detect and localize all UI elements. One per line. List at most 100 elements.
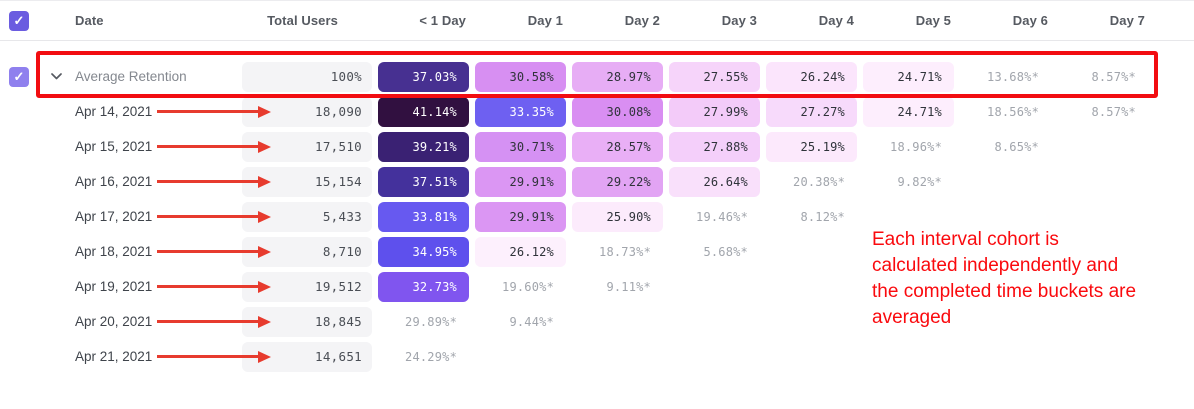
- retention-cell[interactable]: 5.68%*: [703, 244, 748, 259]
- retention-cell[interactable]: 29.89%*: [405, 314, 457, 329]
- retention-cell[interactable]: 8.57%*: [1091, 69, 1136, 84]
- arrow-shaft: [157, 180, 258, 183]
- retention-cell[interactable]: 13.68%*: [987, 69, 1039, 84]
- column-header-day: Day 7: [1109, 13, 1145, 28]
- retention-cell[interactable]: 41.14%: [378, 96, 469, 127]
- row-label: Apr 19, 2021: [75, 279, 153, 294]
- retention-cell[interactable]: 28.57%: [572, 131, 663, 162]
- table-row[interactable]: ✓ Apr 21, 2021 14,651 24.29%*: [0, 339, 1194, 374]
- table-row[interactable]: ✓ Average Retention 100% 37.03% 30.58% 28.…: [0, 59, 1194, 94]
- red-arrow-annotation: [157, 199, 271, 234]
- retention-cell[interactable]: 25.19%: [766, 131, 857, 162]
- arrow-shaft: [157, 320, 258, 323]
- retention-cell[interactable]: 28.97%: [572, 61, 663, 92]
- arrow-head-icon: [258, 315, 271, 328]
- select-all-checkbox[interactable]: ✓: [9, 10, 29, 31]
- table-row[interactable]: ✓ Apr 16, 2021 15,154 37.51%29.91%29.22%…: [0, 164, 1194, 199]
- table-header: ✓ Date Total Users < 1 Day Day 1 Day 2 Day …: [0, 0, 1194, 41]
- retention-cell[interactable]: 39.21%: [378, 131, 469, 162]
- retention-cell[interactable]: 8.65%*: [994, 139, 1039, 154]
- column-header-day: Day 5: [915, 13, 951, 28]
- retention-cell[interactable]: 33.35%: [475, 96, 566, 127]
- retention-cell[interactable]: 26.12%: [475, 236, 566, 267]
- retention-cell[interactable]: 18.73%*: [599, 244, 651, 259]
- column-header-total-users: Total Users: [267, 13, 338, 28]
- table-row[interactable]: ✓ Apr 18, 2021 8,710 34.95%26.12%18.73%*…: [0, 234, 1194, 269]
- retention-cell[interactable]: 27.99%: [669, 96, 760, 127]
- arrow-shaft: [157, 145, 258, 148]
- annotation-line: Each interval cohort is: [872, 229, 1059, 250]
- retention-cell[interactable]: 26.24%: [766, 61, 857, 92]
- arrow-head-icon: [258, 140, 271, 153]
- column-header-day: Day 1: [527, 13, 563, 28]
- row-cells: 24.29%*: [378, 342, 1154, 372]
- retention-cell[interactable]: 19.60%*: [502, 279, 554, 294]
- retention-cell[interactable]: 24.71%: [863, 96, 954, 127]
- retention-cell[interactable]: 9.44%*: [509, 314, 554, 329]
- row-cells: 37.03% 30.58% 28.97% 27.55% 26.24% 24.71% 13.6…: [378, 61, 1154, 92]
- retention-cell[interactable]: 29.22%: [572, 166, 663, 197]
- retention-cell[interactable]: 27.27%: [766, 96, 857, 127]
- column-header-day: Day 3: [721, 13, 757, 28]
- row-checkbox[interactable]: ✓: [9, 66, 29, 87]
- retention-cell[interactable]: 25.90%: [572, 201, 663, 232]
- retention-cell[interactable]: 29.91%: [475, 166, 566, 197]
- retention-cell[interactable]: 29.91%: [475, 201, 566, 232]
- retention-cell[interactable]: 33.81%: [378, 201, 469, 232]
- table-row[interactable]: ✓ Apr 17, 2021 5,433 33.81%29.91%25.90%1…: [0, 199, 1194, 234]
- retention-cell[interactable]: 24.29%*: [405, 349, 457, 364]
- column-header-day: Day 4: [818, 13, 854, 28]
- retention-cell[interactable]: 27.88%: [669, 131, 760, 162]
- retention-cell[interactable]: 8.12%*: [800, 209, 845, 224]
- arrow-head-icon: [258, 350, 271, 363]
- table-row[interactable]: ✓ Apr 20, 2021 18,845 29.89%*9.44%*: [0, 304, 1194, 339]
- red-arrow-annotation: [157, 129, 271, 164]
- row-label: Apr 20, 2021: [75, 314, 153, 329]
- retention-cell[interactable]: 9.82%*: [897, 174, 942, 189]
- row-cells: 34.95% 26.12% 18.73%* 5.68%*: [378, 236, 1154, 267]
- retention-cell[interactable]: 18.56%*: [987, 104, 1039, 119]
- red-arrow-annotation: [157, 94, 271, 129]
- red-arrow-annotation: [157, 269, 271, 304]
- checkmark-icon: ✓: [13, 13, 25, 28]
- retention-cell[interactable]: 30.71%: [475, 131, 566, 162]
- red-arrow-annotation: [157, 164, 271, 199]
- retention-cell[interactable]: 37.51%: [378, 166, 469, 197]
- retention-cell[interactable]: 27.55%: [669, 61, 760, 92]
- arrow-shaft: [157, 215, 258, 218]
- retention-cell[interactable]: 20.38%*: [793, 174, 845, 189]
- arrow-shaft: [157, 250, 258, 253]
- retention-cell[interactable]: 34.95%: [378, 236, 469, 267]
- retention-cell[interactable]: 32.73%: [378, 271, 469, 302]
- table-row[interactable]: ✓ Apr 14, 2021 18,090 41.14%33.35%30.08%…: [0, 94, 1194, 129]
- chevron-down-icon[interactable]: [51, 73, 62, 80]
- retention-cell[interactable]: 30.58%: [475, 61, 566, 92]
- red-arrow-annotation: [157, 339, 271, 374]
- checkmark-icon: ✓: [13, 69, 25, 84]
- retention-cell[interactable]: 26.64%: [669, 166, 760, 197]
- arrow-head-icon: [258, 245, 271, 258]
- header-day-columns: < 1 Day Day 1 Day 2 Day 3 Day 4 Day 5 Day 6 Day…: [378, 13, 1154, 28]
- retention-cell[interactable]: 9.11%*: [606, 279, 651, 294]
- arrow-shaft: [157, 355, 258, 358]
- retention-cell[interactable]: 19.46%*: [696, 209, 748, 224]
- retention-cell[interactable]: 30.08%: [572, 96, 663, 127]
- row-cells: 41.14% 33.35% 30.08% 27.99% 27.27% 24.71% 18.5…: [378, 96, 1154, 127]
- table-row[interactable]: ✓ Apr 19, 2021 19,512 32.73%19.60%*9.11%…: [0, 269, 1194, 304]
- arrow-head-icon: [258, 175, 271, 188]
- row-label: Average Retention: [75, 69, 187, 84]
- retention-cell[interactable]: 8.57%*: [1091, 104, 1136, 119]
- column-header-day: Day 6: [1012, 13, 1048, 28]
- arrow-head-icon: [258, 105, 271, 118]
- row-label: Apr 16, 2021: [75, 174, 153, 189]
- arrow-head-icon: [258, 210, 271, 223]
- total-users-cell: 19,512: [242, 271, 372, 302]
- arrow-head-icon: [258, 280, 271, 293]
- retention-cell[interactable]: 24.71%: [863, 61, 954, 92]
- retention-cell[interactable]: 37.03%: [378, 61, 469, 92]
- retention-cell[interactable]: 18.96%*: [890, 139, 942, 154]
- table-row[interactable]: ✓ Apr 15, 2021 17,510 39.21%30.71%28.57%…: [0, 129, 1194, 164]
- row-cells: 29.89%* 9.44%*: [378, 307, 1154, 337]
- column-header-day: Day 2: [624, 13, 660, 28]
